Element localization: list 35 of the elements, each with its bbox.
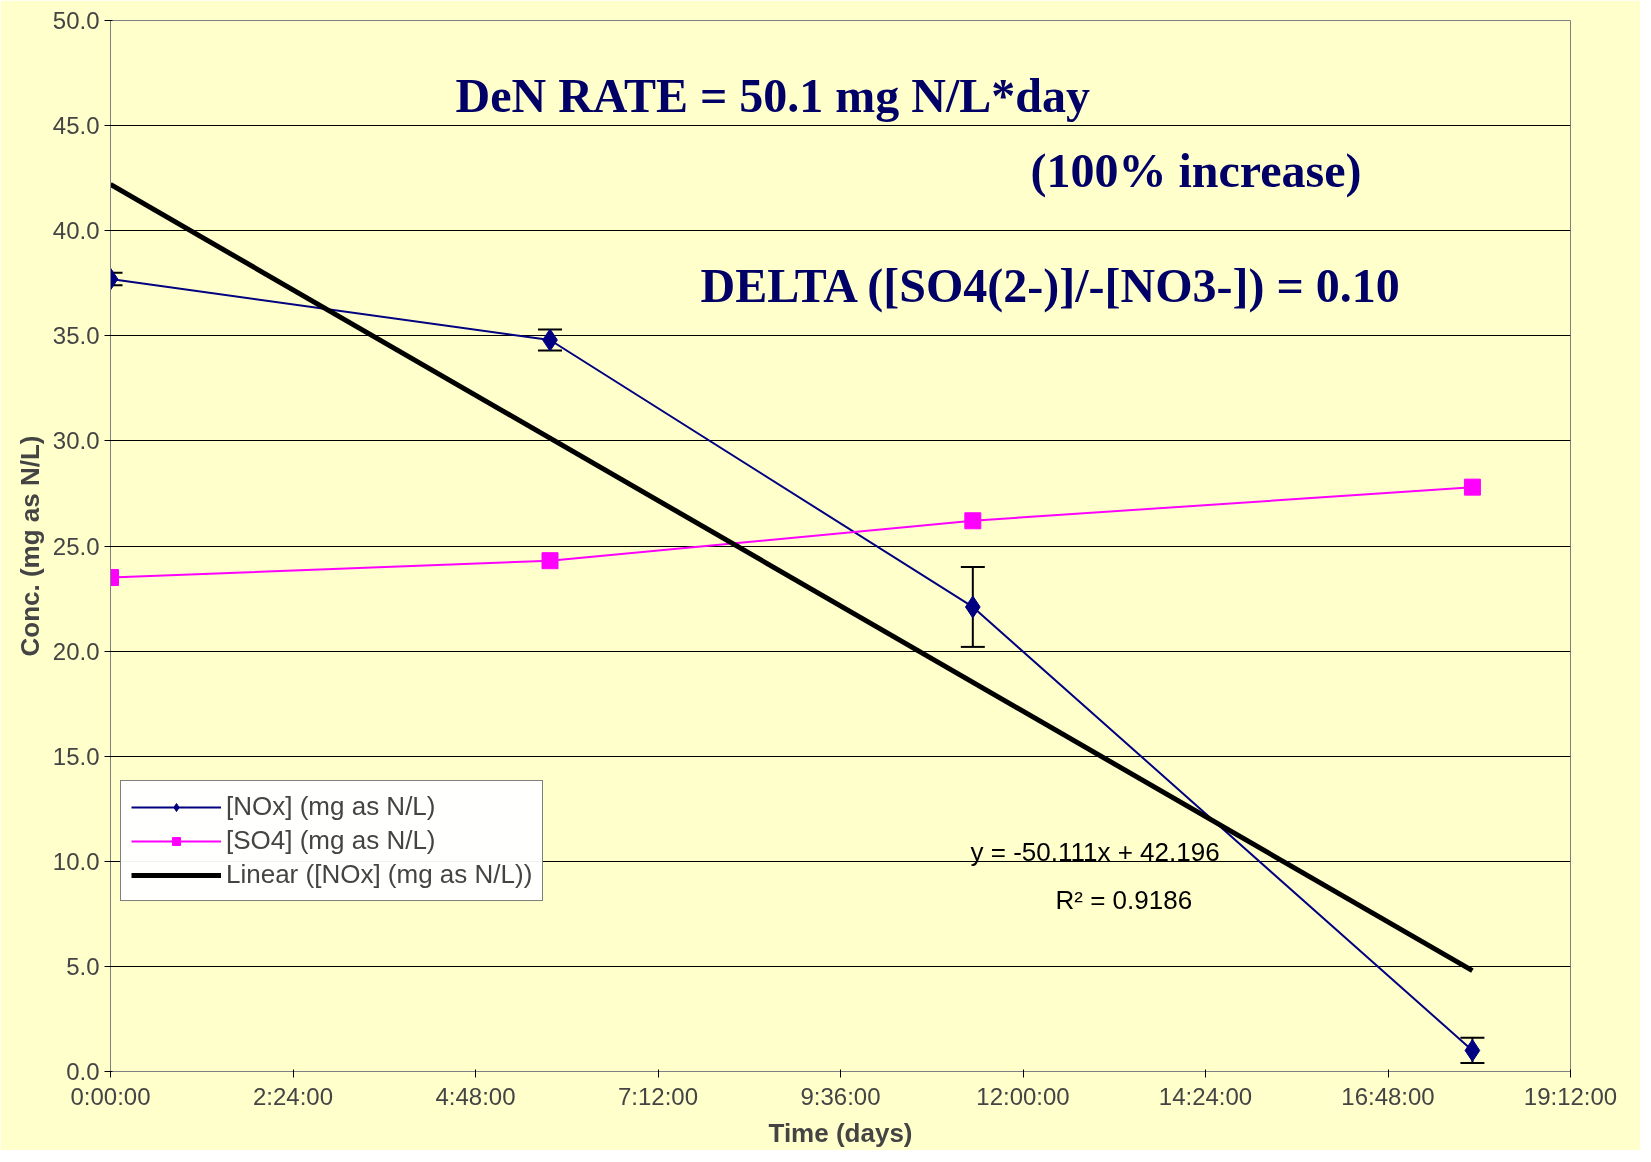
annotation: R² = 0.9186 xyxy=(1055,884,1193,915)
y-tick-label: 10.0 xyxy=(52,847,100,875)
x-tick-label: 16:48:00 xyxy=(1341,1082,1435,1110)
y-axis-title: Conc. (mg as N/L) xyxy=(14,435,45,657)
annotation: DeN RATE = 50.1 mg N/L*day xyxy=(455,68,1090,122)
y-tick-label: 50.0 xyxy=(52,7,100,34)
y-tick-label: 40.0 xyxy=(52,217,100,245)
point xyxy=(964,512,982,530)
y-tick-label: 20.0 xyxy=(52,637,100,665)
legend-label: [NOx] (mg as N/L) xyxy=(226,791,436,822)
legend-label: Linear ([NOx] (mg as N/L)) xyxy=(226,859,533,890)
y-tick-label: 30.0 xyxy=(52,427,100,455)
point xyxy=(1463,478,1481,496)
point xyxy=(1464,1038,1481,1062)
x-tick-label: 0:00:00 xyxy=(70,1082,151,1110)
x-tick-label: 19:12:00 xyxy=(1523,1082,1618,1110)
y-tick-label: 0.0 xyxy=(66,1058,100,1085)
y-tick-label: 35.0 xyxy=(52,322,100,350)
annotation: y = -50.111x + 42.196 xyxy=(970,836,1220,867)
x-axis-title: Time (days) xyxy=(768,1117,913,1148)
annotation: (100% increase) xyxy=(1030,143,1362,198)
x-tick-label: 9:36:00 xyxy=(800,1082,881,1110)
y-tick-label: 5.0 xyxy=(66,952,100,980)
annotation: DELTA ([SO4(2-)]/-[NO3-]) = 0.10 xyxy=(700,258,1400,313)
x-tick-label: 14:24:00 xyxy=(1158,1082,1253,1110)
x-tick-label: 4:48:00 xyxy=(435,1082,516,1110)
point xyxy=(541,552,559,570)
x-tick-label: 7:12:00 xyxy=(617,1082,699,1110)
x-tick-label: 2:24:00 xyxy=(252,1082,334,1110)
legend-label: [SO4] (mg as N/L) xyxy=(226,825,436,856)
y-tick-label: 25.0 xyxy=(52,532,100,560)
y-tick-label: 15.0 xyxy=(52,742,100,770)
y-tick-label: 45.0 xyxy=(52,112,100,140)
point xyxy=(964,595,981,619)
x-tick-label: 12:00:00 xyxy=(976,1082,1070,1110)
